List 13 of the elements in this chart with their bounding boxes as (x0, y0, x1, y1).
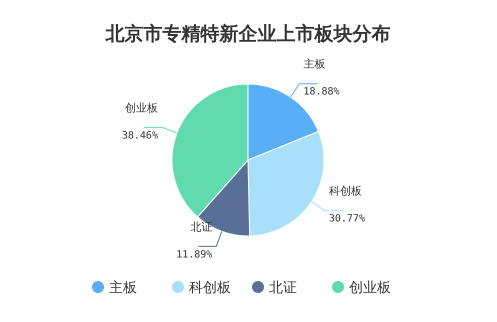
slice-label: 创业板 (124, 101, 158, 114)
chart-title: 北京市专精特新企业上市板块分布 (104, 23, 390, 45)
legend-label: 创业板 (349, 280, 391, 296)
slice-label: 科创板 (328, 184, 362, 198)
data-label: 38.46% (122, 130, 158, 142)
slice-label: 主板 (303, 58, 326, 71)
data-label: 18.88% (303, 86, 340, 98)
data-label: 30.77% (328, 214, 365, 225)
slice-label: 北证 (190, 220, 212, 234)
legend-label: 科创板 (189, 280, 231, 296)
data-label: 11.89% (176, 249, 212, 260)
legend-label: 北证 (269, 280, 297, 296)
legend-label: 主板 (109, 280, 137, 296)
